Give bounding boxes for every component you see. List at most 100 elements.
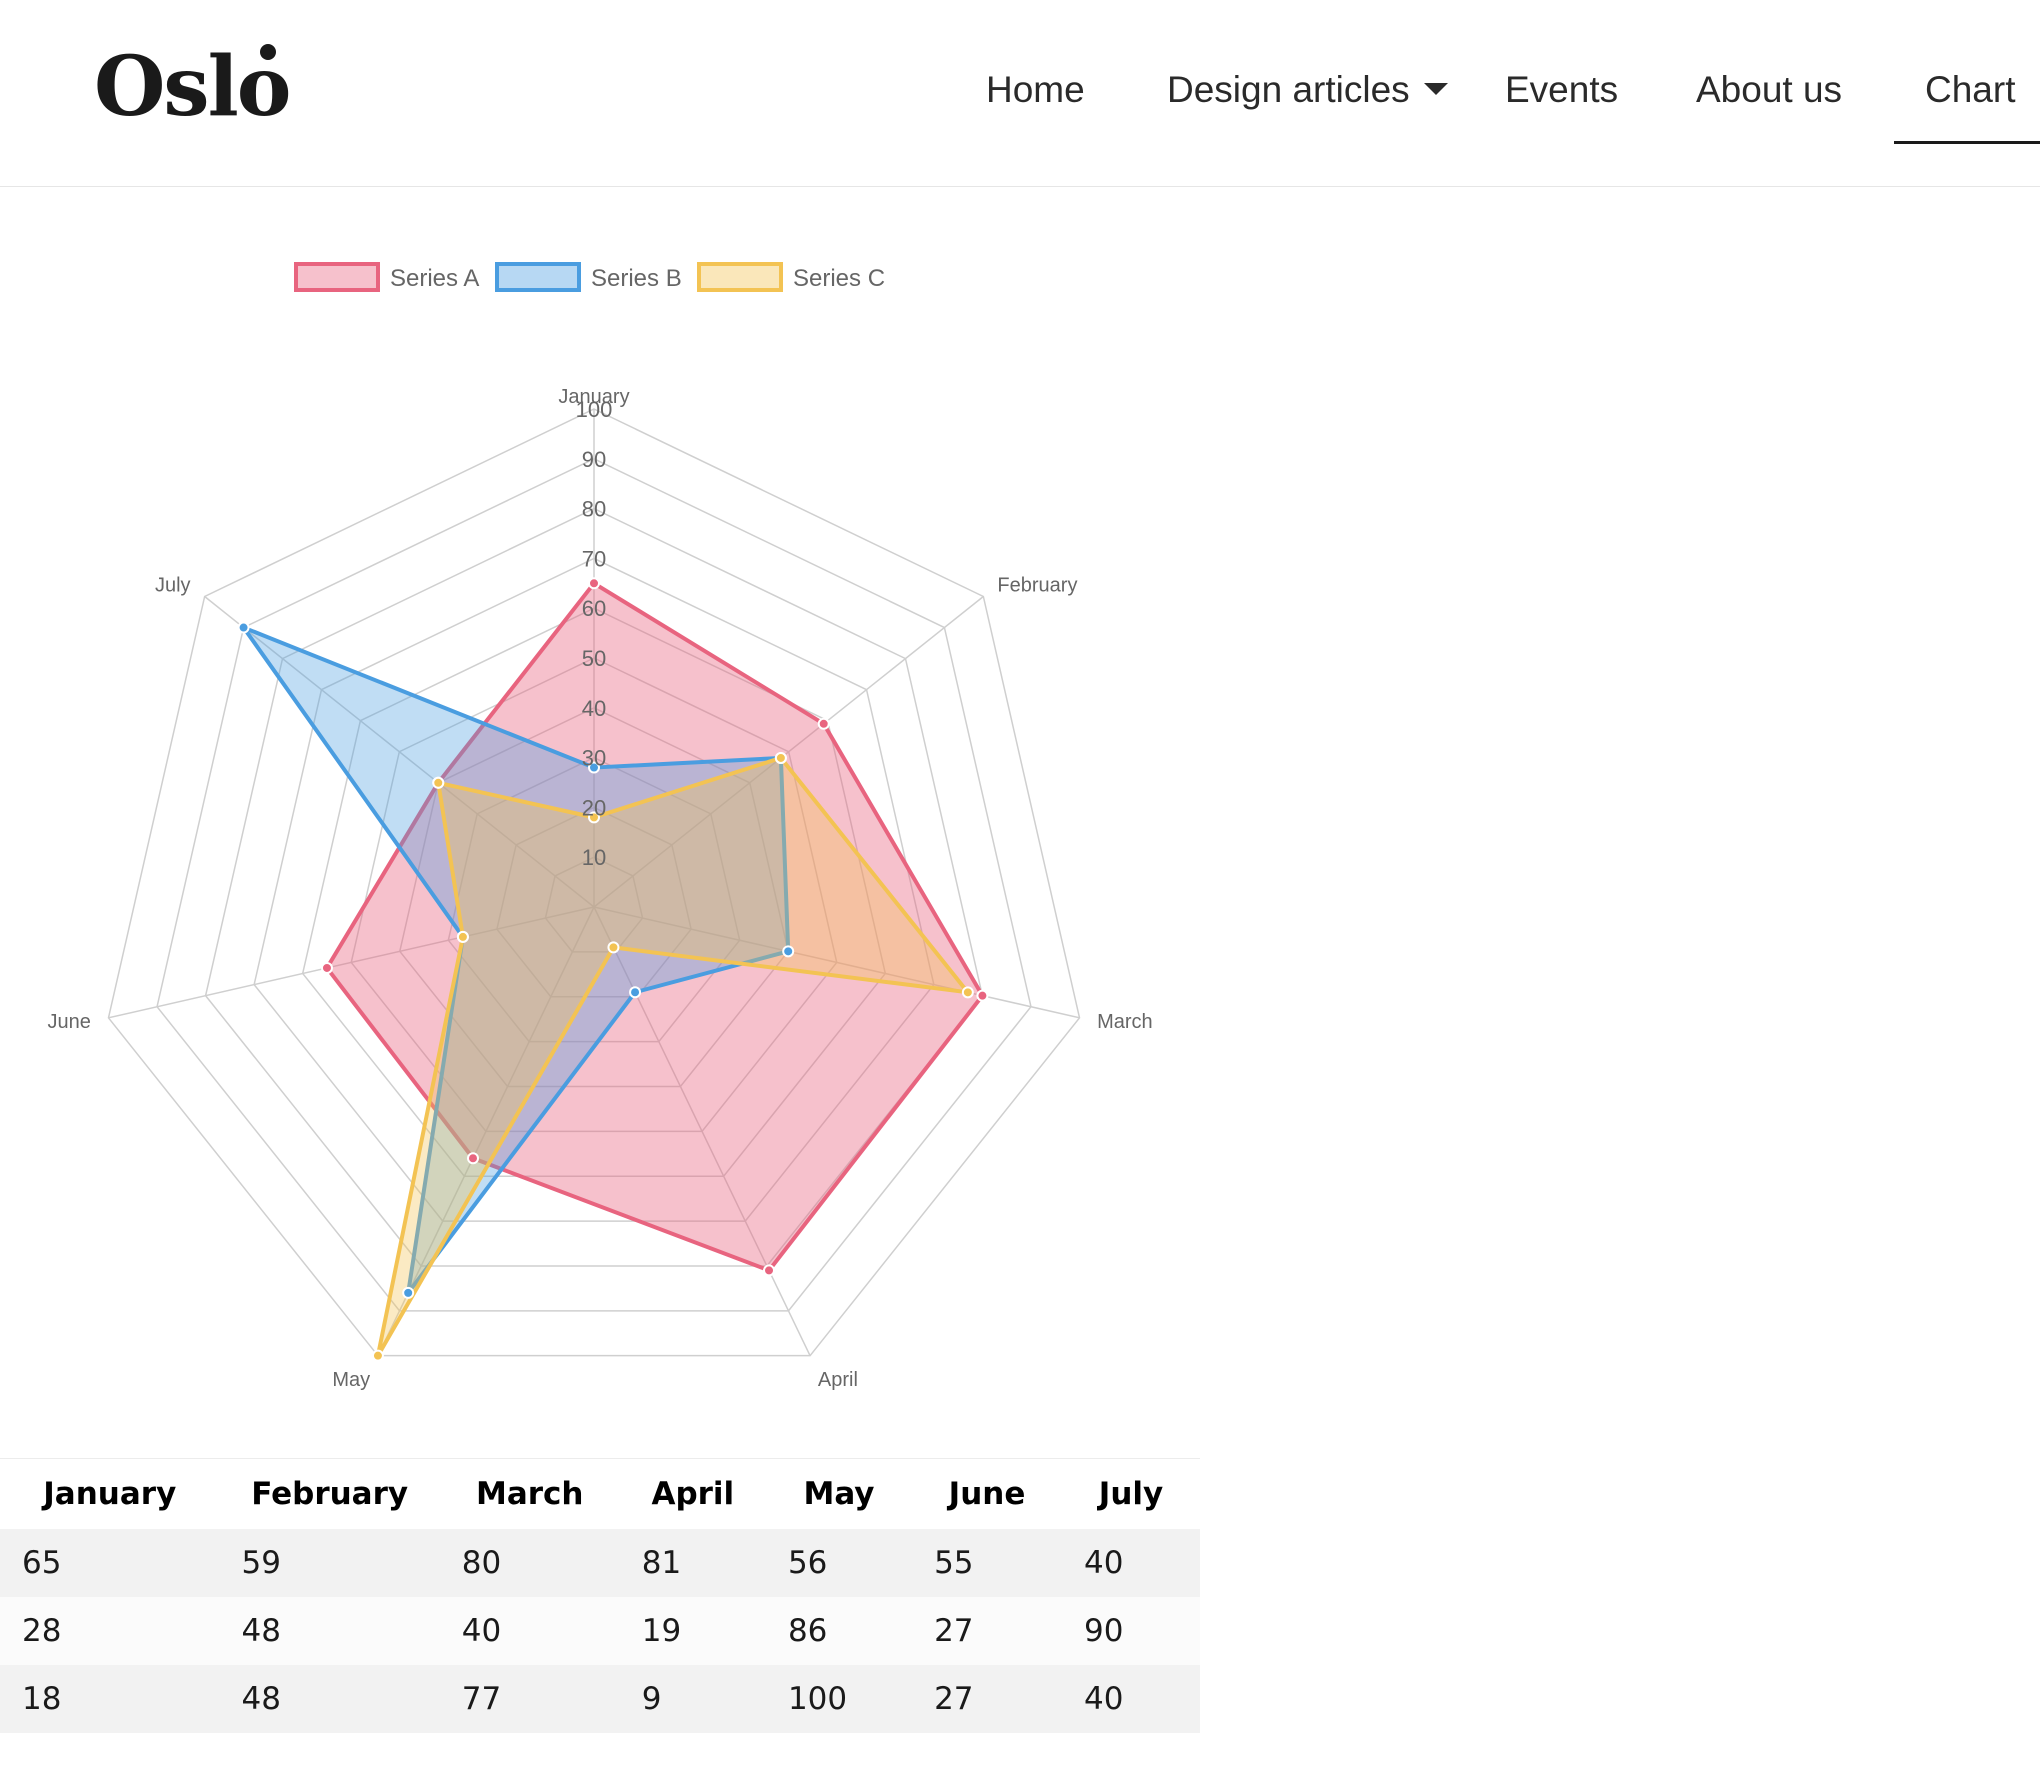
- series-point: [588, 577, 600, 590]
- logo-dot-icon: [260, 44, 276, 60]
- radar-grid-ring: [204, 507, 984, 1267]
- legend-label: Series A: [390, 265, 479, 292]
- radar-spoke: [593, 906, 811, 1357]
- table-cell: 48: [219, 1597, 440, 1665]
- series-point: [466, 1152, 479, 1165]
- nav-events-label: Events: [1505, 69, 1619, 110]
- caret-down-icon: [1423, 83, 1448, 96]
- nav-home-label: Home: [986, 69, 1085, 110]
- series-area: [324, 581, 985, 1273]
- table-cell: 56: [765, 1529, 913, 1597]
- legend-swatch: [294, 262, 380, 292]
- table-cell: 65: [0, 1529, 220, 1597]
- radar-tick-label: 80: [582, 497, 606, 522]
- series-point: [402, 1286, 415, 1299]
- legend-label: Series C: [793, 265, 885, 292]
- nav-chart-link[interactable]: Chart: [1925, 66, 2015, 114]
- nav-chart-label: Chart: [1925, 69, 2016, 110]
- radar-spoke: [377, 906, 595, 1357]
- brand-logo[interactable]: Oslo: [94, 39, 291, 135]
- legend-item: Series B: [495, 262, 682, 292]
- radar-grid-ring: [496, 806, 692, 998]
- table-header-cell: April: [619, 1458, 766, 1529]
- table-cell: 40: [1062, 1665, 1200, 1733]
- nav-events-link[interactable]: Events: [1505, 66, 1618, 114]
- table-cell: 27: [912, 1665, 1062, 1733]
- table-row: 28 48 40 19 86 27 90: [0, 1597, 1200, 1665]
- radar-tick-label: 50: [582, 646, 606, 671]
- series-point: [432, 776, 445, 789]
- nav-about-us-label: About us: [1696, 69, 1843, 110]
- series-point: [456, 930, 469, 943]
- radar-tick-label: 30: [582, 746, 606, 771]
- nav-about-us-link[interactable]: About us: [1696, 66, 1842, 114]
- table-cell: 90: [1062, 1597, 1200, 1665]
- main-nav: Home Design articles Events About us Cha…: [0, 0, 2040, 186]
- table-row: 65 59 80 81 56 55 40: [0, 1529, 1200, 1597]
- series-area: [375, 755, 970, 1358]
- table-cell: 100: [765, 1665, 913, 1733]
- series-point: [371, 1349, 384, 1362]
- series-area: [241, 625, 791, 1295]
- active-nav-indicator: [1894, 141, 2040, 144]
- table-cell: 9: [619, 1665, 766, 1733]
- series-point: [817, 717, 830, 730]
- table-cell: 27: [912, 1597, 1062, 1665]
- radar-grid-ring: [156, 457, 1032, 1312]
- radar-grid-ring: [253, 557, 935, 1222]
- table-cell: 80: [439, 1529, 620, 1597]
- radar-spoke: [593, 595, 984, 908]
- radar-axis-label: March: [1097, 1011, 1153, 1033]
- table-header-row: January February March April May June Ju…: [0, 1458, 1200, 1529]
- radar-axis-label: February: [997, 574, 1077, 596]
- table-header-cell: January: [0, 1458, 220, 1529]
- legend-swatch: [495, 262, 581, 292]
- table-header-cell: March: [439, 1458, 620, 1529]
- radar-tick-label: 60: [582, 596, 606, 621]
- nav-design-articles-label: Design articles: [1167, 69, 1410, 110]
- radar-grid-ring: [107, 408, 1081, 1357]
- radar-tick-label: 20: [582, 795, 606, 820]
- radar-axis-label: April: [818, 1369, 858, 1391]
- radar-axis-label: May: [332, 1369, 370, 1391]
- table-header-cell: May: [765, 1458, 913, 1529]
- table-cell: 55: [912, 1529, 1062, 1597]
- radar-grid-ring: [301, 607, 887, 1177]
- nav-home-link[interactable]: Home: [986, 66, 1085, 114]
- table-cell: 81: [619, 1529, 766, 1597]
- data-table: January February March April May June Ju…: [0, 1458, 1200, 1733]
- legend-item: Series C: [697, 262, 885, 292]
- radar-axis-label: June: [48, 1011, 91, 1033]
- series-point: [607, 941, 620, 954]
- series-point: [629, 986, 642, 999]
- radar-axis-label: July: [155, 574, 191, 596]
- table-header-cell: February: [219, 1458, 440, 1529]
- radar-grid-ring: [447, 756, 741, 1043]
- series-point: [588, 811, 600, 824]
- radar-spoke: [593, 906, 1080, 1019]
- nav-design-articles-dropdown[interactable]: Design articles: [1167, 66, 1448, 114]
- legend-item: Series A: [294, 262, 479, 292]
- radar-tick-label: 10: [582, 845, 606, 870]
- table-cell: 40: [1062, 1529, 1200, 1597]
- series-point: [774, 751, 787, 764]
- radar-tick-label: 90: [582, 447, 606, 472]
- series-point: [237, 621, 250, 634]
- table-row: 18 48 77 9 100 27 40: [0, 1665, 1200, 1733]
- legend-swatch: [697, 262, 783, 292]
- series-point: [961, 986, 974, 999]
- table-cell: 48: [219, 1665, 440, 1733]
- radar-axis-label: January: [558, 386, 629, 408]
- table-cell: 40: [439, 1597, 620, 1665]
- series-point: [588, 761, 600, 774]
- table-cell: 28: [0, 1597, 220, 1665]
- table-cell: 77: [439, 1665, 620, 1733]
- table-header-cell: July: [1062, 1458, 1200, 1529]
- series-point: [782, 945, 795, 958]
- radar-grid-ring: [350, 657, 838, 1133]
- site-header: Oslo Home Design articles Events About u…: [0, 0, 2040, 187]
- table-cell: 59: [219, 1529, 440, 1597]
- radar-spoke: [204, 595, 595, 908]
- radar-tick-label: 40: [582, 696, 606, 721]
